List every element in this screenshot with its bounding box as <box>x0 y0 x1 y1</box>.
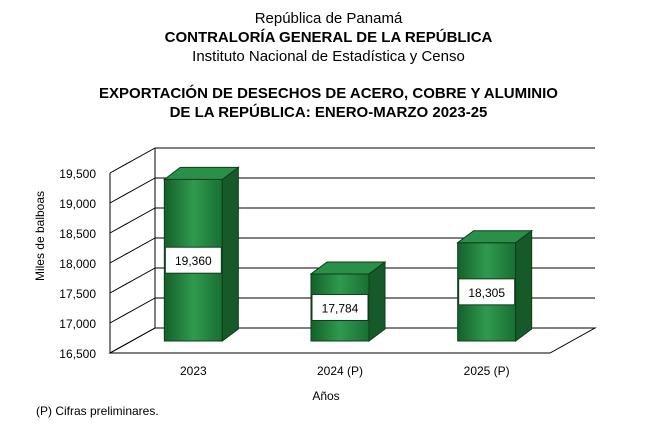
y-axis-label: Miles de balboas <box>33 191 47 281</box>
footnote: (P) Cifras preliminares. <box>36 404 159 418</box>
data-label: 17,784 <box>322 301 359 315</box>
gridline-diagonal <box>109 267 156 294</box>
bar <box>456 229 534 342</box>
y-tick-label: 17,500 <box>59 287 96 301</box>
bar-side <box>515 229 533 342</box>
axes <box>108 148 597 354</box>
chart-title-line1: EXPORTACIÓN DE DESECHOS DE ACERO, COBRE … <box>99 85 558 102</box>
bar-top <box>162 166 240 180</box>
x-axis-label: Años <box>312 389 339 403</box>
labels: 16,500 17,000 17,500 18,000 18,500 19,000 19,5… <box>33 167 510 403</box>
gridline-diagonal <box>109 297 156 324</box>
gridline-diagonal <box>109 237 156 264</box>
header-republic: República de Panamá <box>254 10 403 27</box>
data-label: 18,305 <box>468 286 505 300</box>
x-tick-label: 2024 (P) <box>317 364 363 378</box>
bar-top <box>309 261 387 275</box>
gridline-diagonal <box>109 147 156 174</box>
x-tick-label: 2025 (P) <box>464 364 510 378</box>
header-institute: Instituto Nacional de Estadística y Cens… <box>192 48 465 65</box>
data-label: 19,360 <box>175 254 212 268</box>
bar-top <box>456 230 534 244</box>
y-tick-label: 18,500 <box>59 227 96 241</box>
y-tick-label: 16,500 <box>59 347 96 361</box>
gridline-diagonal <box>109 177 156 204</box>
floor <box>108 327 597 354</box>
gridline-diagonal <box>109 207 156 234</box>
header-contraloria: CONTRALORÍA GENERAL DE LA REPÚBLICA <box>164 29 493 46</box>
bar <box>162 166 240 342</box>
data-label-box <box>311 293 369 321</box>
y-tick-label: 19,000 <box>59 197 96 211</box>
bars <box>162 166 534 342</box>
bar-side <box>368 260 386 342</box>
y-tick-label: 19,500 <box>59 167 96 181</box>
y-tick-label: 18,000 <box>59 257 96 271</box>
y-tick-label: 17,000 <box>59 317 96 331</box>
data-label-box <box>458 278 516 306</box>
chart-title-line2: DE LA REPÚBLICA: ENERO-MARZO 2023-25 <box>169 104 488 121</box>
data-label-box <box>164 246 222 274</box>
bar-side <box>221 166 239 342</box>
x-tick-label: 2023 <box>180 364 207 378</box>
bar <box>309 260 387 342</box>
